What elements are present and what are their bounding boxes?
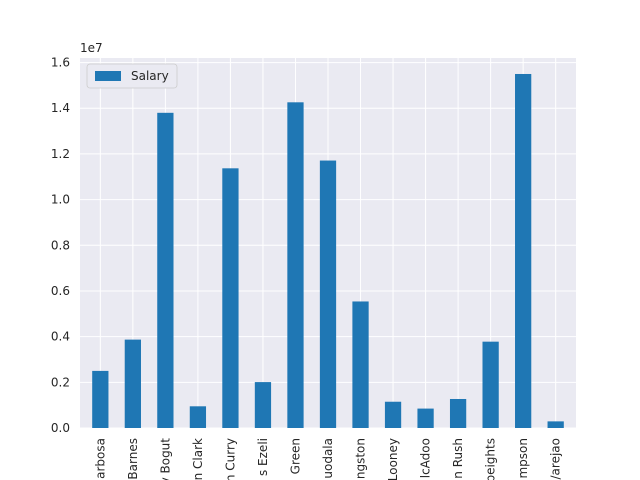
x-axis-tick-labels: arbosa Barnes v Bogut n Clark n Curry s Ezeli… — [93, 438, 562, 480]
x-tick-label: Looney — [386, 438, 400, 480]
bar-lcadoo — [417, 408, 434, 428]
bar-n-rush — [449, 398, 467, 428]
y-tick-label: 0.2 — [51, 375, 70, 389]
bar--arejao — [547, 421, 564, 428]
x-tick-label: mpson — [516, 438, 530, 479]
y-tick-label: 0.4 — [51, 330, 70, 344]
x-tick-label: n Rush — [451, 438, 465, 479]
y-axis-offset-label: 1e7 — [80, 41, 103, 55]
x-tick-label: n Clark — [191, 438, 205, 480]
bar-arbosa — [92, 370, 109, 428]
legend-swatch — [95, 71, 121, 81]
x-tick-label: Green — [288, 438, 302, 474]
y-tick-label: 0.0 — [51, 421, 70, 435]
y-tick-label: 1.0 — [51, 193, 70, 207]
x-tick-label: lcAdoo — [419, 438, 433, 478]
bar-n-curry — [222, 168, 239, 428]
bar-n-clark — [189, 406, 207, 428]
bar-looney — [384, 401, 402, 428]
x-tick-label: v Bogut — [158, 438, 172, 480]
x-tick-label: ngston — [354, 438, 368, 479]
y-tick-label: 0.8 — [51, 238, 70, 252]
x-tick-label: uodala — [321, 438, 335, 479]
legend: Salary — [86, 63, 178, 89]
bar-barnes — [124, 339, 141, 428]
bar-peights — [482, 341, 499, 428]
x-tick-label: s Ezeli — [256, 438, 270, 476]
y-tick-label: 1.2 — [51, 147, 70, 161]
bar-ngston — [352, 301, 369, 428]
legend-label-salary: Salary — [131, 69, 169, 83]
y-tick-label: 1.6 — [51, 56, 70, 70]
x-tick-label: n Curry — [223, 438, 237, 480]
bar-s-ezeli — [254, 382, 272, 428]
x-tick-label: /arejao — [549, 438, 563, 479]
bar-v-bogut — [157, 112, 174, 428]
bar-mpson — [515, 73, 532, 428]
y-axis-tick-labels: 0.0 0.2 0.4 0.6 0.8 1.0 1.2 1.4 1.6 — [51, 56, 70, 435]
y-tick-label: 0.6 — [51, 284, 70, 298]
x-tick-label: Barnes — [126, 438, 140, 480]
bar-green — [287, 102, 304, 428]
x-tick-label: peights — [484, 438, 498, 480]
x-tick-label: arbosa — [93, 438, 107, 479]
bar-uodala — [319, 160, 337, 428]
legend-box — [86, 63, 178, 89]
bar-series — [92, 73, 564, 428]
y-tick-label: 1.4 — [51, 101, 70, 115]
